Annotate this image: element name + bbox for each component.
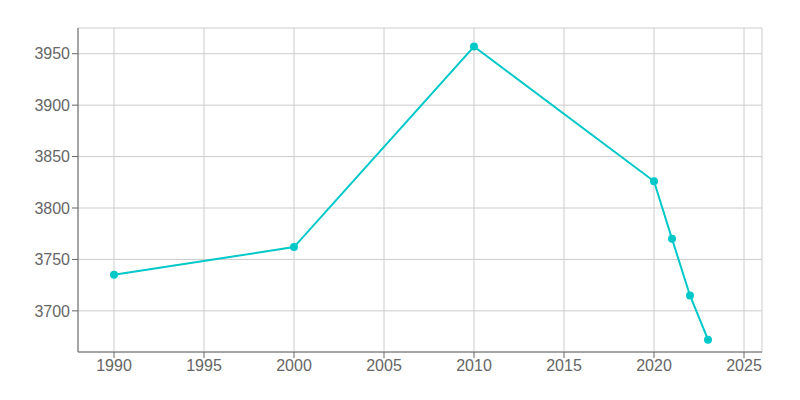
svg-text:3950: 3950 (34, 45, 70, 62)
svg-text:3900: 3900 (34, 97, 70, 114)
svg-text:3750: 3750 (34, 251, 70, 268)
svg-text:1995: 1995 (186, 357, 222, 374)
svg-text:3700: 3700 (34, 303, 70, 320)
svg-text:2005: 2005 (366, 357, 402, 374)
svg-text:2025: 2025 (726, 357, 762, 374)
svg-text:1990: 1990 (96, 357, 132, 374)
svg-text:2010: 2010 (456, 357, 492, 374)
svg-text:3850: 3850 (34, 148, 70, 165)
svg-text:2015: 2015 (546, 357, 582, 374)
svg-text:3800: 3800 (34, 200, 70, 217)
svg-text:2000: 2000 (276, 357, 312, 374)
svg-text:2020: 2020 (636, 357, 672, 374)
